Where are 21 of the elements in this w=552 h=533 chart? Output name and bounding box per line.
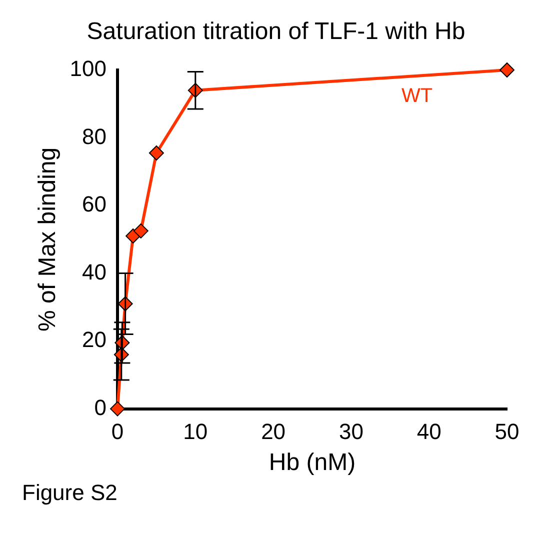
y-axis-title: % of Max binding [34, 147, 62, 332]
x-tick-label: 40 [416, 419, 442, 444]
y-tick-label: 0 [94, 394, 107, 420]
y-tick-label: 100 [70, 56, 107, 82]
y-tick-label: 60 [82, 192, 107, 217]
x-tick-label: 10 [183, 419, 208, 444]
x-axis-title: Hb (nM) [268, 449, 356, 476]
y-tick-label: 40 [82, 259, 107, 284]
series-label: WT [401, 85, 433, 107]
x-tick-label: 30 [338, 419, 364, 444]
point [148, 146, 164, 161]
y-tick-label: 80 [82, 124, 107, 149]
x-tick-label: 0 [111, 419, 124, 444]
point [500, 62, 514, 78]
caption: Figure S2 [22, 480, 118, 506]
y-tick-label: 20 [82, 327, 107, 352]
point [110, 401, 126, 416]
x-tick-label: 50 [494, 419, 520, 444]
chart-title: Saturation titration of TLF-1 with Hb [86, 18, 466, 46]
point [133, 223, 148, 238]
x-tick-label: 20 [261, 419, 286, 444]
